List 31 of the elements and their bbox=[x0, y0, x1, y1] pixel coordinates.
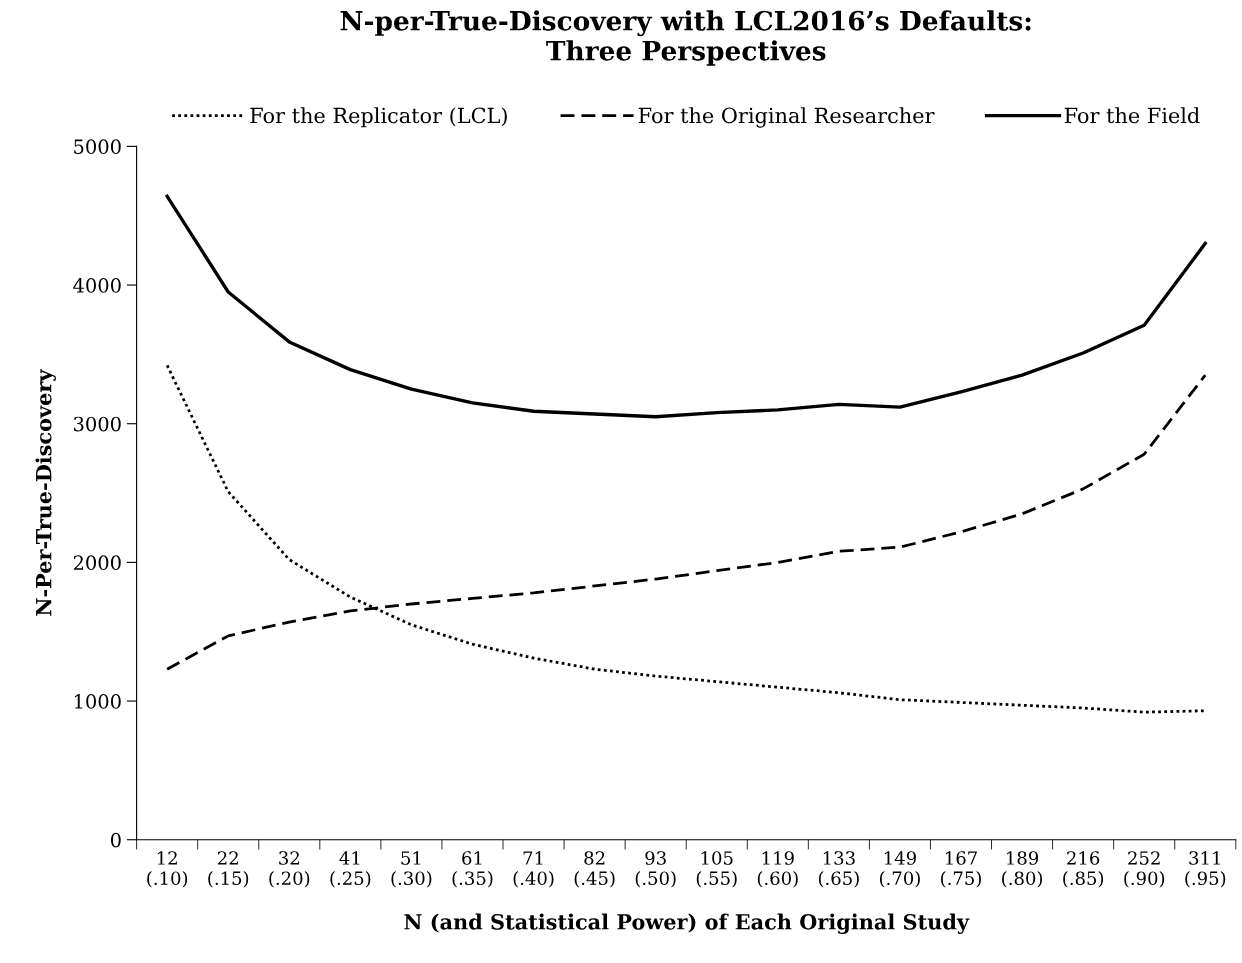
x-tick-label: 32 (.20) bbox=[269, 851, 310, 888]
x-tick-label: 167 (.75) bbox=[941, 851, 981, 888]
x-tick-label: 216 (.85) bbox=[1063, 851, 1104, 888]
x-tick-label: 12 (.10) bbox=[147, 851, 188, 888]
x-tick-label: 105 (.55) bbox=[696, 851, 737, 888]
y-tick-label: 0 bbox=[110, 832, 121, 848]
x-tick-label: 133 (.65) bbox=[818, 851, 859, 888]
y-tick-label: 2000 bbox=[73, 555, 121, 571]
x-tick-label: 311 (.95) bbox=[1185, 851, 1226, 888]
y-tick-label: 1000 bbox=[74, 694, 121, 709]
y-tick-label: 3000 bbox=[74, 416, 121, 432]
x-tick-label: 82 (.45) bbox=[574, 851, 615, 888]
legend-label: For the Replicator (LCL) bbox=[250, 107, 507, 128]
legend-label: For the Original Researcher bbox=[638, 107, 935, 128]
y-tick-label: 4000 bbox=[73, 278, 121, 293]
legend-label: For the Field bbox=[1064, 107, 1200, 124]
x-tick-label: 41 (.25) bbox=[330, 851, 371, 888]
x-tick-label: 22 (.15) bbox=[208, 851, 249, 888]
x-tick-label: 189 (.80) bbox=[1002, 851, 1043, 888]
x-axis-title: N (and Statistical Power) of Each Original Study bbox=[404, 913, 970, 934]
x-tick-label: 252 (.90) bbox=[1124, 851, 1165, 888]
x-tick-label: 119 (.60) bbox=[757, 851, 798, 888]
x-tick-label: 93 (.50) bbox=[635, 851, 676, 888]
y-tick-label: 5000 bbox=[74, 139, 121, 155]
x-tick-label: 51 (.30) bbox=[391, 851, 432, 888]
chart-title: N-per-True-Discovery with LCL2016’s Defaults: Three Perspectives bbox=[340, 10, 1031, 66]
x-tick-label: 71 (.40) bbox=[513, 851, 554, 888]
x-tick-label: 61 (.35) bbox=[452, 851, 493, 888]
x-tick-label: 149 (.70) bbox=[879, 851, 920, 888]
line-series bbox=[165, 194, 1207, 419]
y-axis-title: N-Per-True-Discovery bbox=[35, 369, 56, 616]
